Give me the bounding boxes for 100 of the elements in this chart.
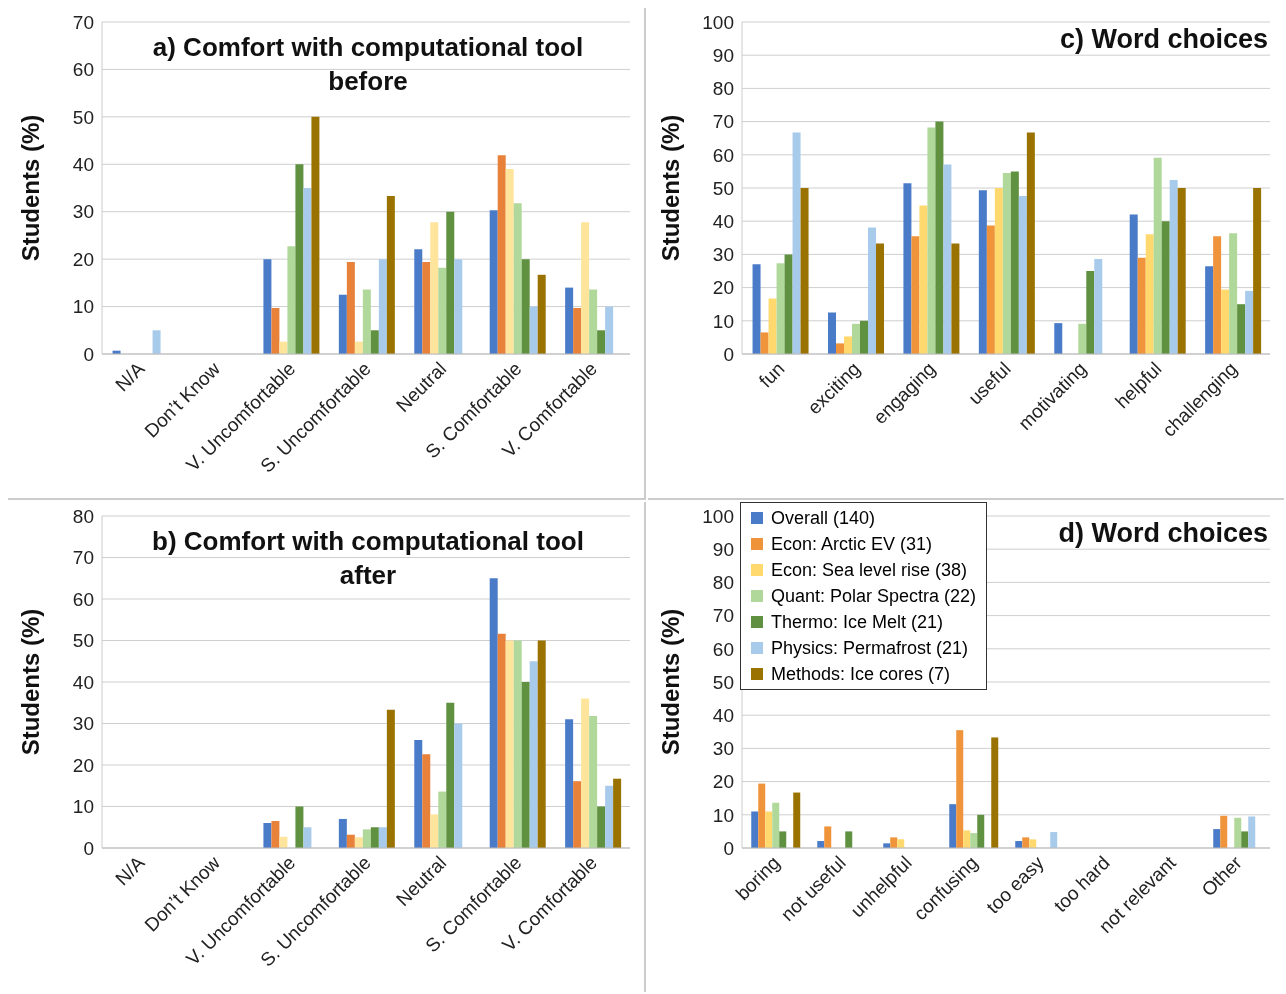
bar — [497, 633, 506, 848]
bar — [303, 827, 312, 848]
chart-title: c) Word choices — [1058, 23, 1268, 56]
y-tick-label: 40 — [712, 210, 734, 232]
bar — [843, 336, 852, 354]
bar — [287, 246, 296, 354]
y-tick-label: 50 — [712, 177, 734, 199]
bar — [1094, 259, 1103, 354]
bar — [346, 834, 355, 848]
bar — [765, 811, 773, 848]
y-tick-label: 70 — [712, 111, 734, 133]
y-tick-label: 20 — [72, 754, 94, 776]
bar — [1129, 214, 1138, 354]
text: b) Comfort with computational tool after — [151, 525, 585, 592]
legend-label: Physics: Permafrost (21) — [771, 637, 969, 660]
bar — [919, 205, 928, 354]
y-tick-label: 80 — [712, 78, 734, 100]
bar — [1026, 132, 1035, 354]
legend-label: Quant: Polar Spectra (22) — [771, 585, 977, 608]
legend-label: Overall (140) — [771, 507, 876, 530]
bar — [935, 121, 944, 354]
bar — [800, 188, 809, 354]
x-tick-label: fun — [755, 357, 789, 392]
bar — [752, 264, 761, 354]
bar — [1205, 266, 1214, 354]
y-tick-label: 80 — [712, 572, 734, 594]
bar — [760, 332, 769, 354]
bar — [605, 306, 614, 354]
bar — [897, 839, 905, 848]
y-tick-label: 60 — [72, 59, 94, 81]
y-tick-label: 60 — [712, 144, 734, 166]
y-tick-label: 30 — [72, 713, 94, 735]
y-axis-title: Students (%) — [16, 114, 44, 262]
bar — [824, 826, 832, 848]
legend-label: Econ: Arctic EV (31) — [771, 533, 933, 556]
text: a) Comfort with computational tool before — [151, 31, 585, 98]
bar — [793, 792, 801, 848]
y-tick-label: 70 — [72, 11, 94, 33]
bar — [422, 261, 431, 354]
bar — [271, 307, 280, 354]
y-tick-label: 30 — [712, 738, 734, 760]
bar — [521, 682, 530, 848]
bar — [751, 811, 759, 848]
bar — [1145, 234, 1154, 354]
bar — [378, 827, 387, 848]
bar — [1018, 195, 1027, 354]
bar — [978, 190, 987, 354]
bar — [422, 754, 431, 848]
bar — [537, 640, 546, 848]
bar — [438, 791, 447, 848]
bar — [1153, 157, 1162, 354]
bar — [835, 343, 844, 354]
bar — [505, 640, 514, 848]
bar — [1022, 837, 1030, 848]
bar — [768, 298, 777, 354]
x-tick-label: N/A — [111, 357, 149, 396]
bar — [779, 831, 787, 848]
bar — [1221, 289, 1230, 354]
bar — [263, 259, 272, 354]
y-tick-label: 0 — [83, 343, 94, 365]
bar — [573, 307, 582, 354]
y-axis-title: Students (%) — [656, 608, 684, 756]
bar — [792, 132, 801, 354]
bar — [362, 289, 371, 354]
bar — [1050, 832, 1058, 848]
bar — [565, 287, 574, 354]
y-tick-label: 50 — [712, 671, 734, 693]
bar — [370, 330, 379, 354]
bar — [1169, 180, 1178, 354]
bar — [152, 330, 161, 354]
bar — [438, 267, 447, 354]
bar — [605, 785, 614, 848]
bar — [589, 289, 598, 354]
bar — [311, 116, 320, 354]
bar — [597, 330, 606, 354]
bar — [970, 833, 978, 848]
y-tick-label: 20 — [712, 771, 734, 793]
bar — [362, 829, 371, 848]
y-tick-label: 90 — [712, 44, 734, 66]
y-tick-label: 10 — [72, 296, 94, 318]
bar — [597, 806, 606, 848]
bar — [911, 236, 920, 354]
bar — [1234, 817, 1242, 848]
bar — [454, 723, 463, 848]
legend-label: Methods: Ice cores (7) — [771, 663, 951, 686]
bar — [977, 814, 985, 848]
bar — [776, 263, 785, 354]
y-axis-title: Students (%) — [16, 608, 44, 756]
bar — [263, 823, 272, 848]
bar — [1054, 323, 1063, 354]
bar — [1241, 831, 1249, 848]
bar — [1220, 815, 1228, 848]
y-tick-label: 10 — [72, 796, 94, 818]
bar — [573, 781, 582, 848]
bar — [1248, 816, 1256, 848]
bar — [378, 259, 387, 354]
y-tick-label: 30 — [72, 201, 94, 223]
bar — [446, 702, 455, 848]
bar — [505, 169, 514, 354]
bar — [613, 778, 622, 848]
